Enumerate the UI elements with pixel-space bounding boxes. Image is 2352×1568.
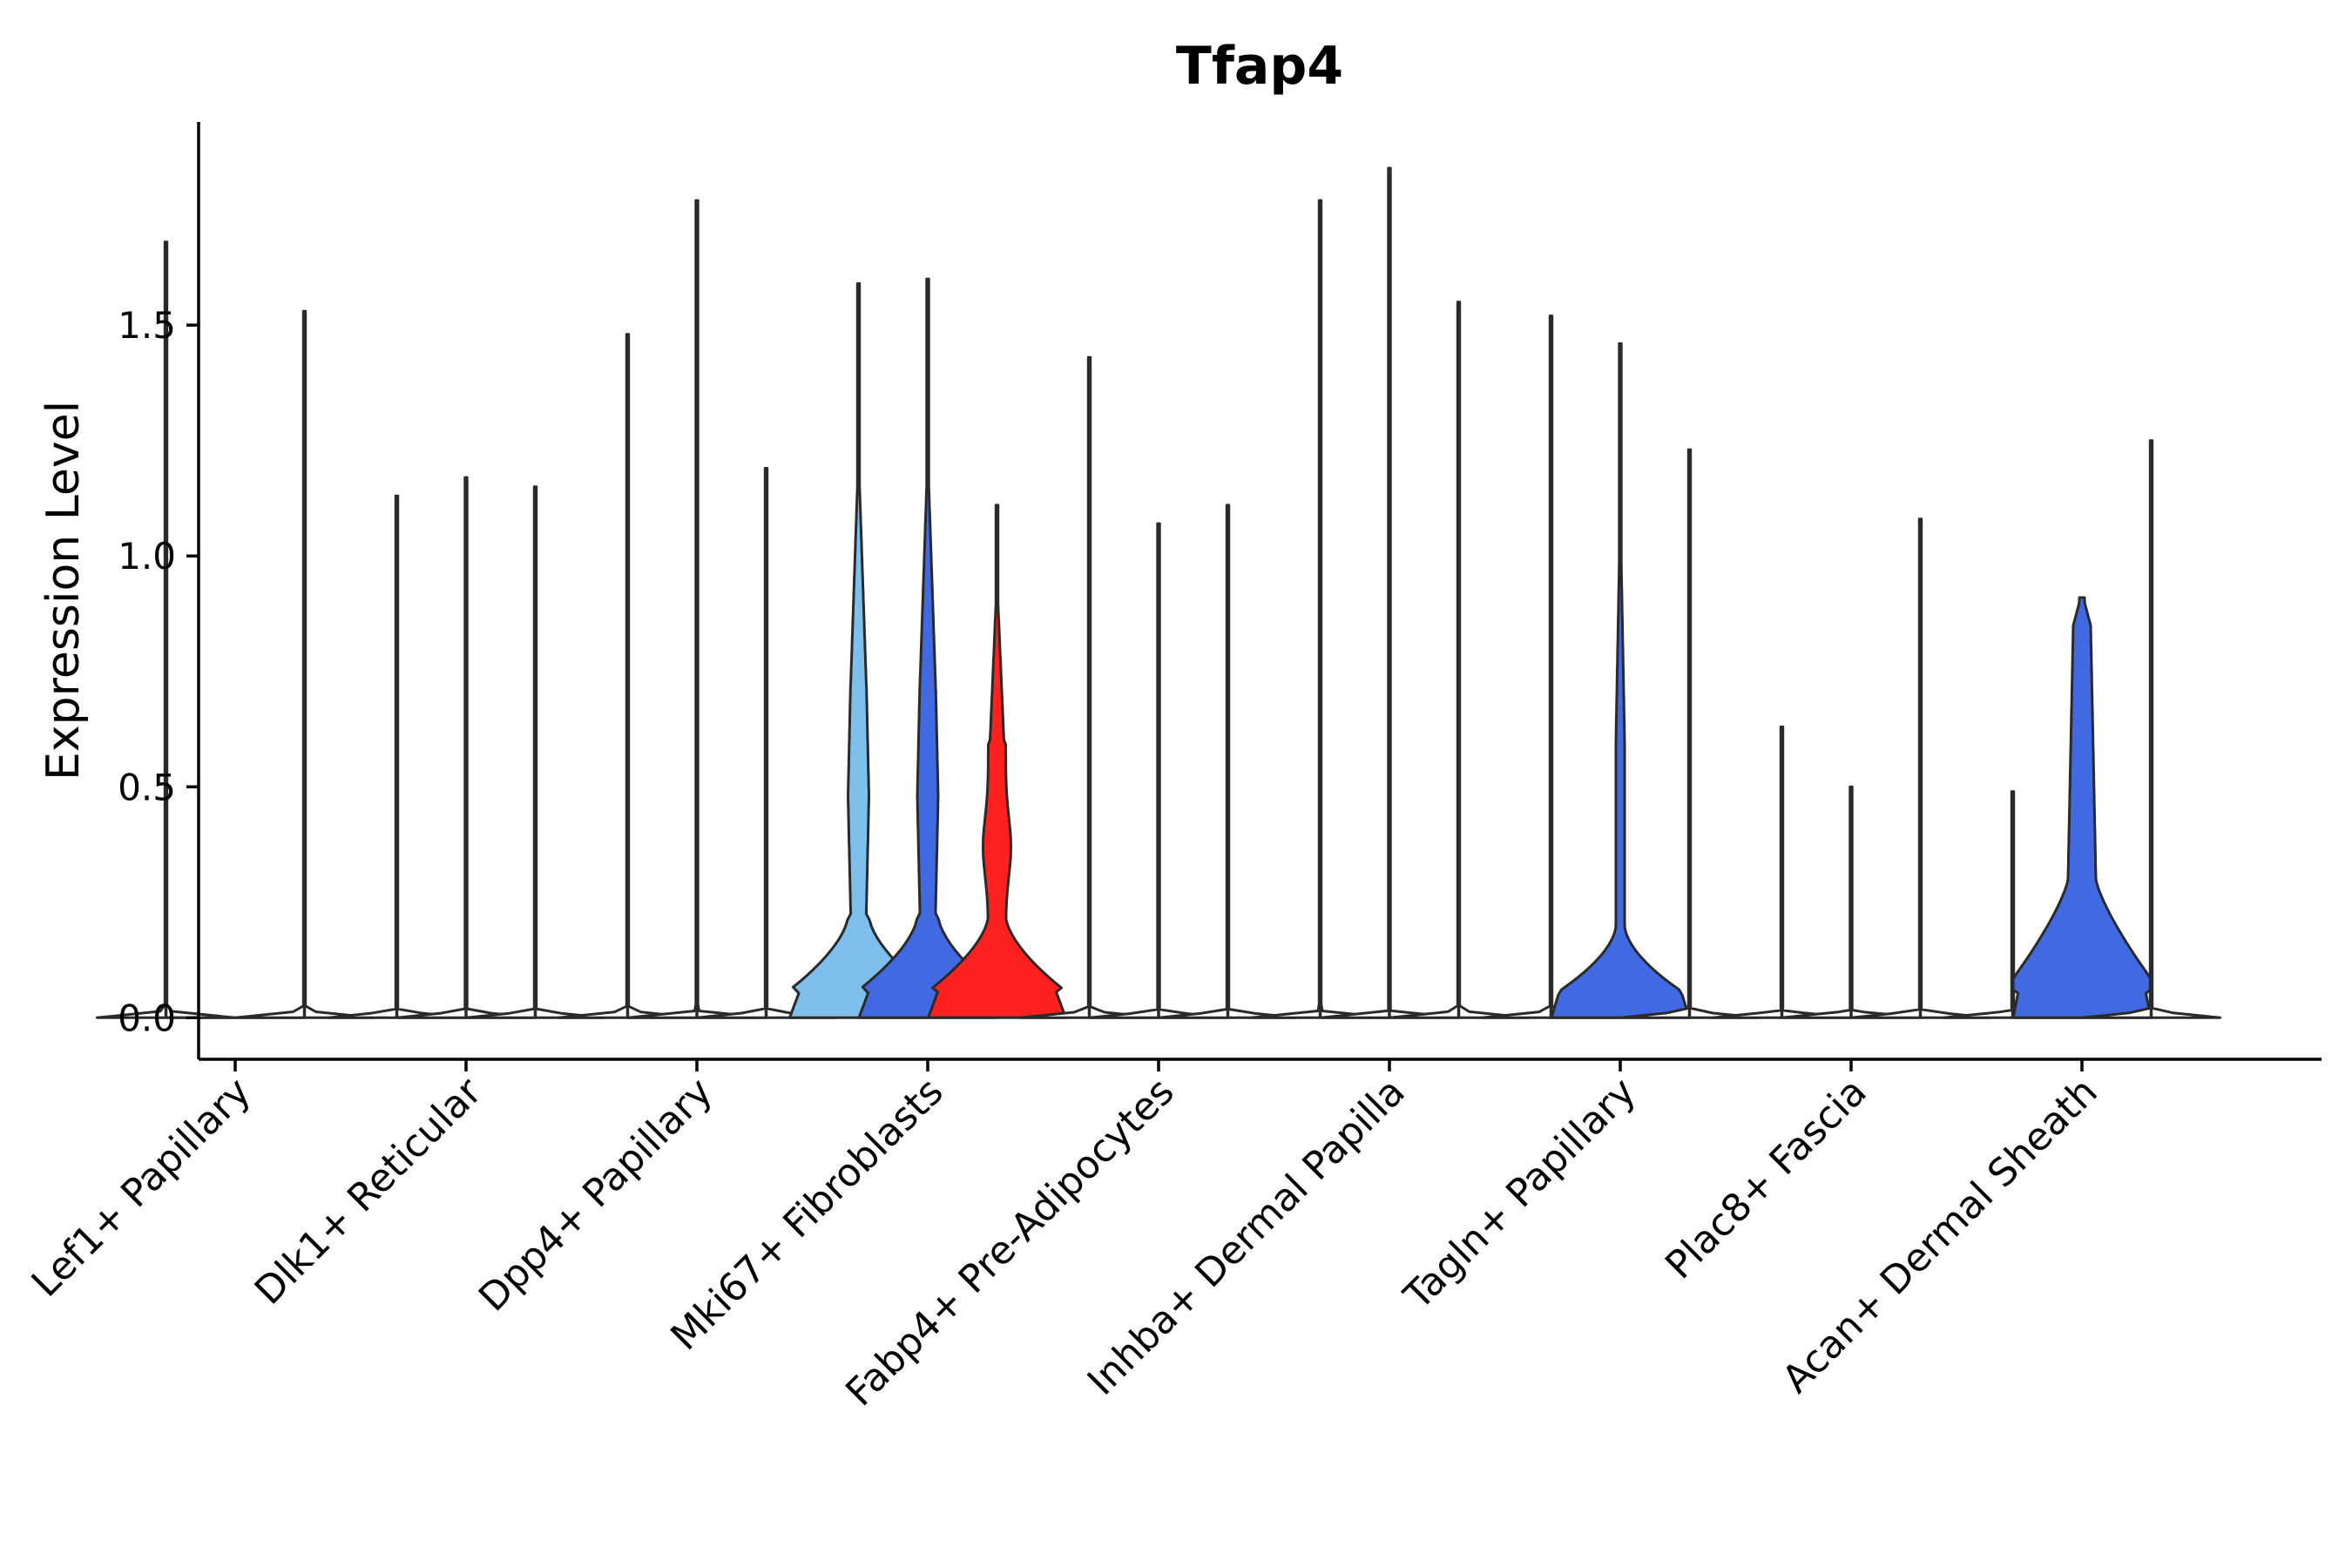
x-tick-label: Dlk1+ Reticular [247,1069,491,1314]
y-tick-label: 1.5 [118,304,176,347]
violin-mki67-fibroblasts-group-2 [857,277,998,1019]
x-tick-label: Plac8+ Fascia [1657,1070,1876,1288]
violin-acan-dermal-sheath-group-2 [2011,596,2153,1019]
violin-series [96,166,2221,1019]
x-tick-label: Dpp4+ Papillary [470,1070,721,1321]
x-tick-label: Tagln+ Papillary [1396,1070,1645,1319]
chart-title: Tfap4 [1176,36,1343,97]
violin-mki67-fibroblasts-group-1 [788,282,929,1019]
y-tick-label: 0.5 [118,766,176,808]
x-tick-label: Lef1+ Papillary [24,1070,260,1306]
violin-mki67-fibroblasts-group-3 [927,504,1067,1019]
y-tick-label: 0.0 [118,997,176,1039]
violin-tagln-papillary-group-2 [1550,341,1691,1019]
y-axis-label: Expression Level [37,401,90,781]
y-tick-label: 1.0 [118,535,176,578]
